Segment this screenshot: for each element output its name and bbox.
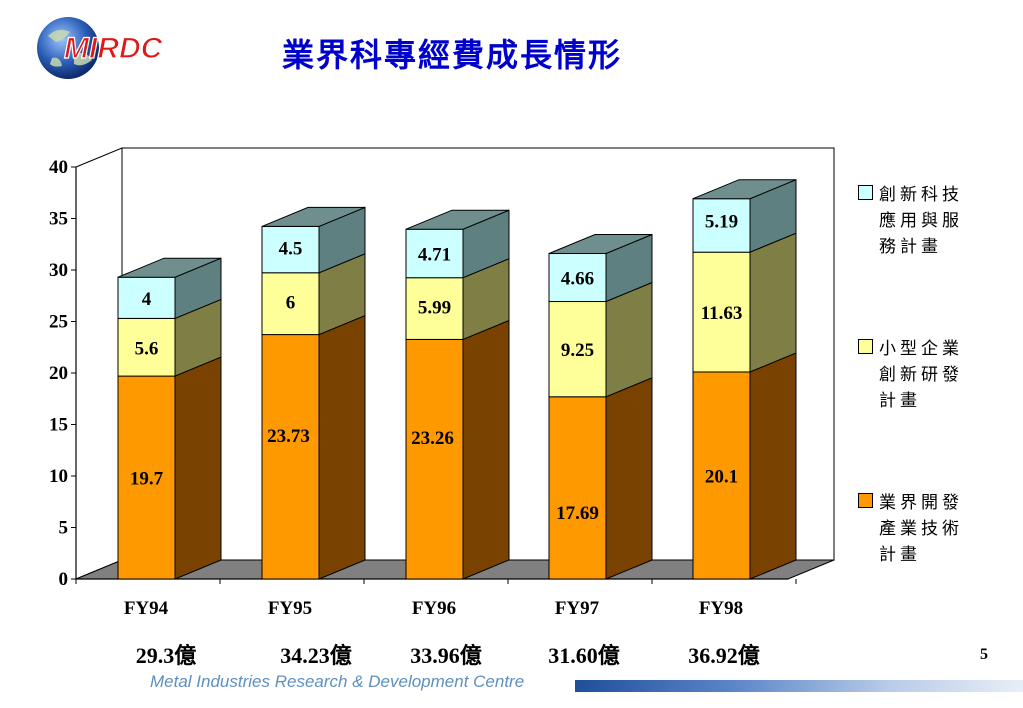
page-title: 業界科專經費成長情形 bbox=[282, 36, 623, 74]
bar-segment bbox=[692, 198, 751, 253]
bar-segment bbox=[692, 251, 751, 373]
bar-top-face bbox=[548, 234, 653, 255]
category-label: FY94 bbox=[123, 598, 169, 619]
legend-label-line: 計畫 bbox=[879, 391, 921, 411]
y-tick-label: 25 bbox=[49, 312, 68, 333]
data-label: 4 bbox=[142, 289, 152, 310]
bar-segment-side bbox=[318, 314, 366, 580]
bar-top-face bbox=[117, 257, 222, 278]
y-tick-label: 15 bbox=[49, 415, 68, 436]
legend-item-innovation-service: 創新科技 應用與服 務計畫 bbox=[858, 182, 979, 260]
data-label: 19.7 bbox=[130, 469, 164, 490]
chart-side-wall bbox=[75, 147, 123, 580]
y-tick-label: 40 bbox=[49, 157, 68, 178]
y-tick-label: 20 bbox=[49, 363, 68, 384]
bar-segment bbox=[261, 334, 320, 580]
data-label: 4.5 bbox=[279, 239, 303, 260]
data-label: 9.25 bbox=[561, 340, 594, 361]
legend-item-small-business: 小型企業 創新研發 計畫 bbox=[858, 336, 979, 414]
page-number: 5 bbox=[980, 646, 988, 663]
mirdc-logo: MIRDC bbox=[37, 17, 164, 79]
legend-swatch-small-business bbox=[858, 339, 873, 354]
bar-segment-side bbox=[749, 352, 797, 580]
bar-segment bbox=[117, 317, 176, 377]
y-tick-label: 10 bbox=[49, 466, 68, 487]
data-label: 17.69 bbox=[556, 503, 599, 524]
data-label: 23.73 bbox=[267, 426, 310, 447]
data-label: 5.19 bbox=[705, 211, 738, 232]
category-label: FY97 bbox=[554, 598, 600, 619]
legend-label-line: 小型企業 bbox=[879, 339, 963, 359]
category-total: 33.96億 bbox=[410, 643, 482, 668]
data-label: 5.6 bbox=[135, 338, 159, 359]
legend-label-line: 應用與服 bbox=[879, 211, 963, 231]
category-label: FY96 bbox=[411, 598, 457, 619]
bar-top-face bbox=[692, 179, 797, 200]
bar-top-face bbox=[261, 206, 366, 227]
category-total: 31.60億 bbox=[548, 643, 620, 668]
bar-top-face bbox=[405, 209, 510, 230]
bar-segment bbox=[117, 375, 176, 580]
legend-label-line: 創新研發 bbox=[879, 365, 963, 385]
category-total: 34.23億 bbox=[280, 643, 352, 668]
bar-segment bbox=[405, 277, 464, 340]
bar-segment-side bbox=[174, 356, 222, 580]
legend-label-line: 計畫 bbox=[879, 545, 921, 565]
bar-segment bbox=[117, 276, 176, 319]
data-label: 20.1 bbox=[705, 466, 738, 487]
legend-swatch-innovation-service bbox=[858, 185, 873, 200]
footer-decorative-bar bbox=[575, 680, 1023, 692]
bar-segment-side bbox=[605, 281, 653, 398]
data-label: 4.71 bbox=[418, 244, 451, 265]
legend-label-line: 業界開發 bbox=[879, 493, 963, 513]
bar-segment bbox=[548, 253, 607, 303]
bar-segment-side bbox=[749, 232, 797, 373]
category-total: 36.92億 bbox=[688, 643, 760, 668]
logo-text: MIRDC bbox=[64, 32, 164, 65]
data-label: 6 bbox=[286, 293, 296, 314]
data-label: 5.99 bbox=[418, 298, 451, 319]
footer-organization: Metal Industries Research & Development … bbox=[150, 672, 525, 691]
y-tick-label: 35 bbox=[49, 209, 68, 230]
data-label: 23.26 bbox=[411, 428, 454, 449]
legend-label-line: 創新科技 bbox=[879, 185, 963, 205]
category-total: 29.3億 bbox=[135, 643, 197, 668]
bar-segment-side bbox=[462, 319, 510, 580]
legend-item-industry-tech: 業界開發 產業技術 計畫 bbox=[858, 490, 979, 568]
category-label: FY98 bbox=[698, 598, 744, 619]
y-tick-label: 0 bbox=[59, 569, 69, 590]
data-label: 4.66 bbox=[561, 269, 594, 290]
category-label: FY95 bbox=[267, 598, 313, 619]
legend-swatch-industry-tech bbox=[858, 493, 873, 508]
y-tick-label: 5 bbox=[59, 518, 69, 539]
legend-label-line: 務計畫 bbox=[879, 237, 942, 257]
bar-segment-side bbox=[605, 377, 653, 580]
y-tick-label: 30 bbox=[49, 260, 68, 281]
bar-segment bbox=[405, 338, 464, 580]
data-label: 11.63 bbox=[701, 303, 743, 324]
legend-label-line: 產業技術 bbox=[879, 519, 963, 539]
bar-segment bbox=[548, 396, 607, 580]
